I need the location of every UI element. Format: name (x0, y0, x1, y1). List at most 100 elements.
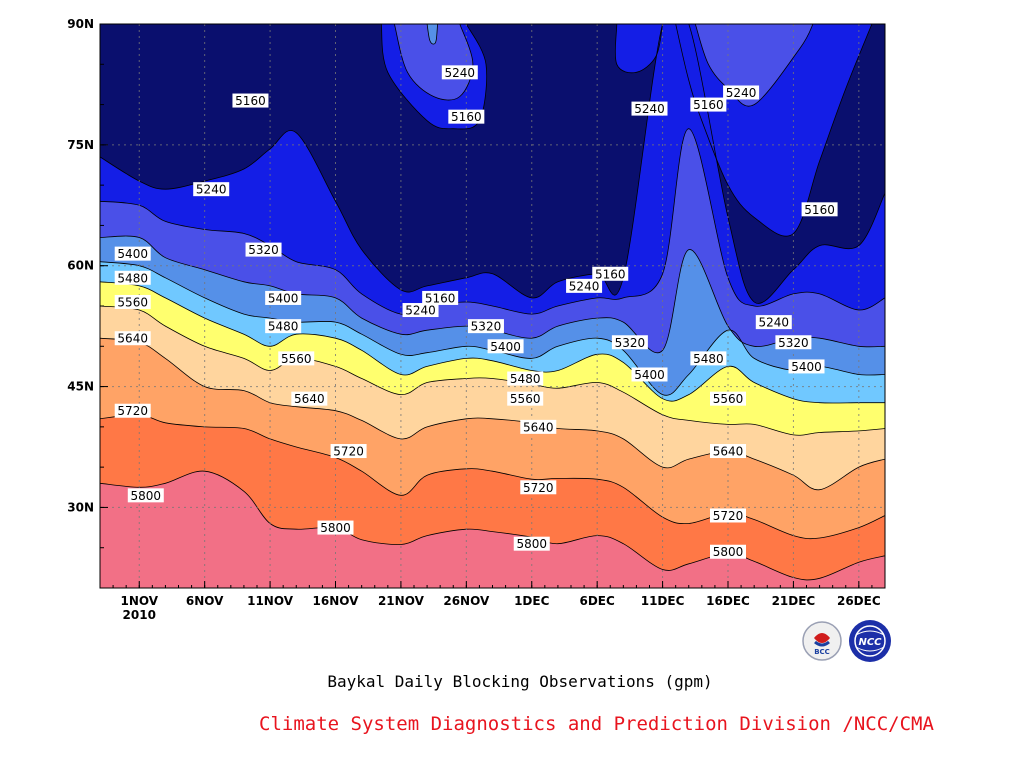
y-tick-label: 30N (67, 500, 94, 514)
ncc-logo: NCC (849, 620, 891, 662)
contour-label-text: 5160 (451, 110, 482, 124)
contour-label: 5240 (631, 101, 668, 116)
x-tick-label: 1DEC (514, 594, 550, 608)
logos: BCC NCC (802, 620, 891, 662)
contour-label: 5560 (507, 391, 544, 406)
contour-label-text: 5240 (726, 86, 757, 100)
contour-label-bg (114, 246, 151, 261)
contour-label: 5480 (507, 371, 544, 386)
contour-label-bg (330, 444, 367, 459)
contour-label-text: 5720 (523, 481, 554, 495)
contour-line-5640 (100, 337, 885, 491)
contour-label-bg (507, 371, 544, 386)
contour-label-bg (265, 290, 302, 305)
contour-label-bg (114, 331, 151, 346)
contour-label-bg (422, 290, 459, 305)
y-tick-label: 75N (67, 138, 94, 152)
contour-label: 5240 (402, 303, 439, 318)
x-tick-label: 21DEC (772, 594, 816, 608)
contour-blob-3 (614, 24, 664, 74)
contour-label: 5320 (467, 319, 504, 334)
contour-label: 5720 (330, 444, 367, 459)
contour-label-bg (520, 480, 557, 495)
contour-label-bg (127, 488, 164, 503)
contour-line-5720 (100, 414, 885, 540)
contour-label-text: 5160 (235, 94, 266, 108)
contour-label-text: 5720 (333, 445, 364, 459)
contour-label-text: 5480 (510, 372, 541, 386)
ncc-logo-text: NCC (858, 637, 882, 648)
contour-label: 5480 (265, 319, 302, 334)
contour-label: 5160 (801, 202, 838, 217)
contour-label: 5320 (775, 335, 812, 350)
contour-label-text: 5480 (693, 352, 724, 366)
contour-label-text: 5800 (516, 537, 547, 551)
x-tick-label: 16DEC (706, 594, 750, 608)
contour-line-5800 (100, 470, 885, 581)
contour-line-5560 (100, 305, 885, 436)
contour-label: 5480 (114, 270, 151, 285)
contour-label-bg (507, 391, 544, 406)
contour-label: 5160 (448, 109, 485, 124)
contour-label-bg (690, 351, 727, 366)
contour-label-text: 5480 (268, 320, 299, 334)
contour-label: 5400 (114, 246, 151, 261)
contour-label-bg (278, 351, 315, 366)
contour-label-text: 5240 (569, 279, 600, 293)
contour-label-bg (710, 444, 746, 459)
contour-blob-2 (426, 24, 439, 45)
contour-label: 5400 (265, 290, 302, 305)
contour-label: 5160 (592, 266, 629, 281)
contour-label: 5400 (631, 367, 668, 382)
contour-label-bg (592, 266, 629, 281)
contour-label: 5400 (788, 359, 825, 374)
contour-label-bg (441, 65, 478, 80)
contour-fills (100, 24, 885, 588)
contour-label-text: 5160 (425, 291, 456, 305)
x-tick-sublabel: 2010 (123, 608, 156, 622)
contour-label: 5240 (723, 85, 760, 100)
contour-label-text: 5240 (634, 102, 665, 116)
contour-blob-1 (393, 24, 474, 101)
contour-label: 5800 (317, 520, 354, 535)
contour-label: 5160 (422, 290, 459, 305)
x-tick-label: 26DEC (837, 594, 881, 608)
contour-label-bg (690, 97, 727, 112)
contour-label: 5720 (114, 403, 151, 418)
contour-label: 5560 (710, 391, 746, 406)
contour-label-bg (232, 93, 269, 108)
contour-label-text: 5400 (490, 340, 521, 354)
contour-label-text: 5560 (713, 392, 744, 406)
contour-label-bg (513, 536, 550, 551)
contour-label-text: 5240 (759, 316, 790, 330)
contour-label-text: 5640 (294, 392, 325, 406)
contour-label-bg (448, 109, 485, 124)
contour-label: 5320 (245, 242, 282, 257)
contour-label-bg (245, 242, 282, 257)
contour-label-text: 5240 (196, 183, 227, 197)
contour-label-bg (114, 270, 151, 285)
contour-label-bg (566, 278, 603, 293)
x-tick-label: 16NOV (313, 594, 360, 608)
contour-label-text: 5560 (510, 392, 541, 406)
x-tick-label: 21NOV (378, 594, 425, 608)
contour-label-text: 5560 (117, 295, 148, 309)
contour-label: 5240 (193, 182, 230, 197)
contour-label: 5800 (127, 488, 164, 503)
contour-label-bg (710, 544, 746, 559)
contour-label-text: 5640 (117, 332, 148, 346)
contour-label-text: 5400 (268, 291, 299, 305)
contour-label: 5160 (232, 93, 269, 108)
contour-label-bg (755, 315, 792, 330)
contour-label-bg (265, 319, 302, 334)
contour-label-text: 5480 (117, 271, 148, 285)
x-tick-label: 11DEC (641, 594, 685, 608)
contour-lines (100, 24, 885, 581)
contour-label: 5560 (278, 351, 315, 366)
contour-label-bg (611, 335, 648, 350)
contour-label: 5640 (710, 444, 746, 459)
contour-label: 5800 (513, 536, 550, 551)
contour-label: 5640 (520, 419, 557, 434)
